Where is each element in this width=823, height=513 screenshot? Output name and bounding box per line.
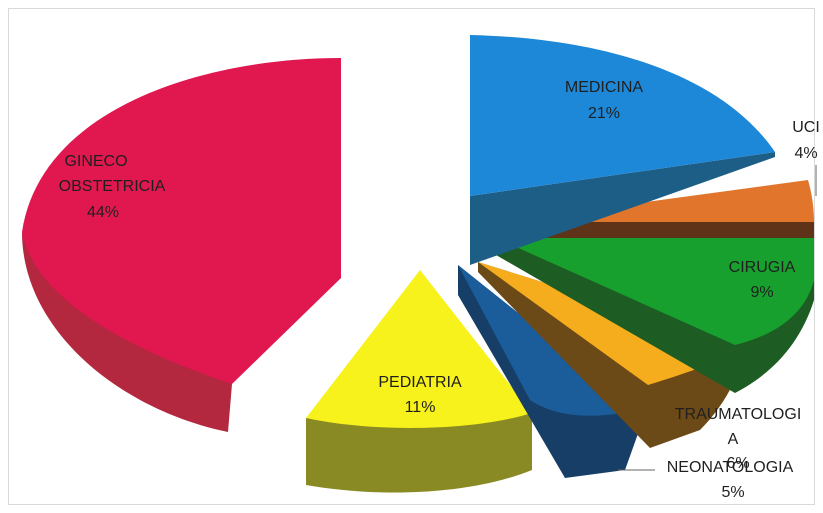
label-traumatologia-value: 6% [726, 455, 749, 472]
slice-cirugia: CIRUGIA 9% [496, 238, 814, 393]
slice-cirugia-top [496, 238, 814, 345]
label-gineco-obstetricia-line1: GINECO [64, 153, 127, 170]
label-traumatologia-line1: TRAUMATOLOGI [675, 406, 802, 423]
label-pediatria-value: 11% [405, 399, 436, 416]
slice-medicina-side [470, 152, 775, 265]
label-traumatologia-line2: A [728, 431, 739, 448]
label-gineco-obstetricia-value: 44% [87, 204, 119, 221]
label-cirugia-name: CIRUGIA [729, 259, 796, 276]
label-pediatria-name: PEDIATRIA [378, 374, 462, 391]
slice-pediatria: PEDIATRIA 11% [306, 270, 532, 493]
label-gineco-obstetricia-line2: OBSTETRICIA [59, 178, 166, 195]
label-cirugia-value: 9% [750, 284, 773, 301]
label-uci-name: UCI [792, 119, 820, 136]
slice-pediatria-top [306, 270, 532, 428]
slice-gineco-obstetricia: GINECO OBSTETRICIA 44% [22, 58, 341, 432]
label-neonatologia-value: 5% [721, 484, 744, 501]
slice-medicina: MEDICINA 21% [470, 35, 775, 265]
slice-pediatria-side [306, 413, 532, 493]
label-medicina-value: 21% [588, 105, 620, 122]
label-uci-value: 4% [794, 145, 817, 162]
label-medicina-name: MEDICINA [565, 79, 644, 96]
slice-gineco-obstetricia-top [22, 58, 341, 384]
label-neonatologia-name: NEONATOLOGIA [667, 459, 794, 476]
slice-medicina-top [470, 35, 775, 196]
